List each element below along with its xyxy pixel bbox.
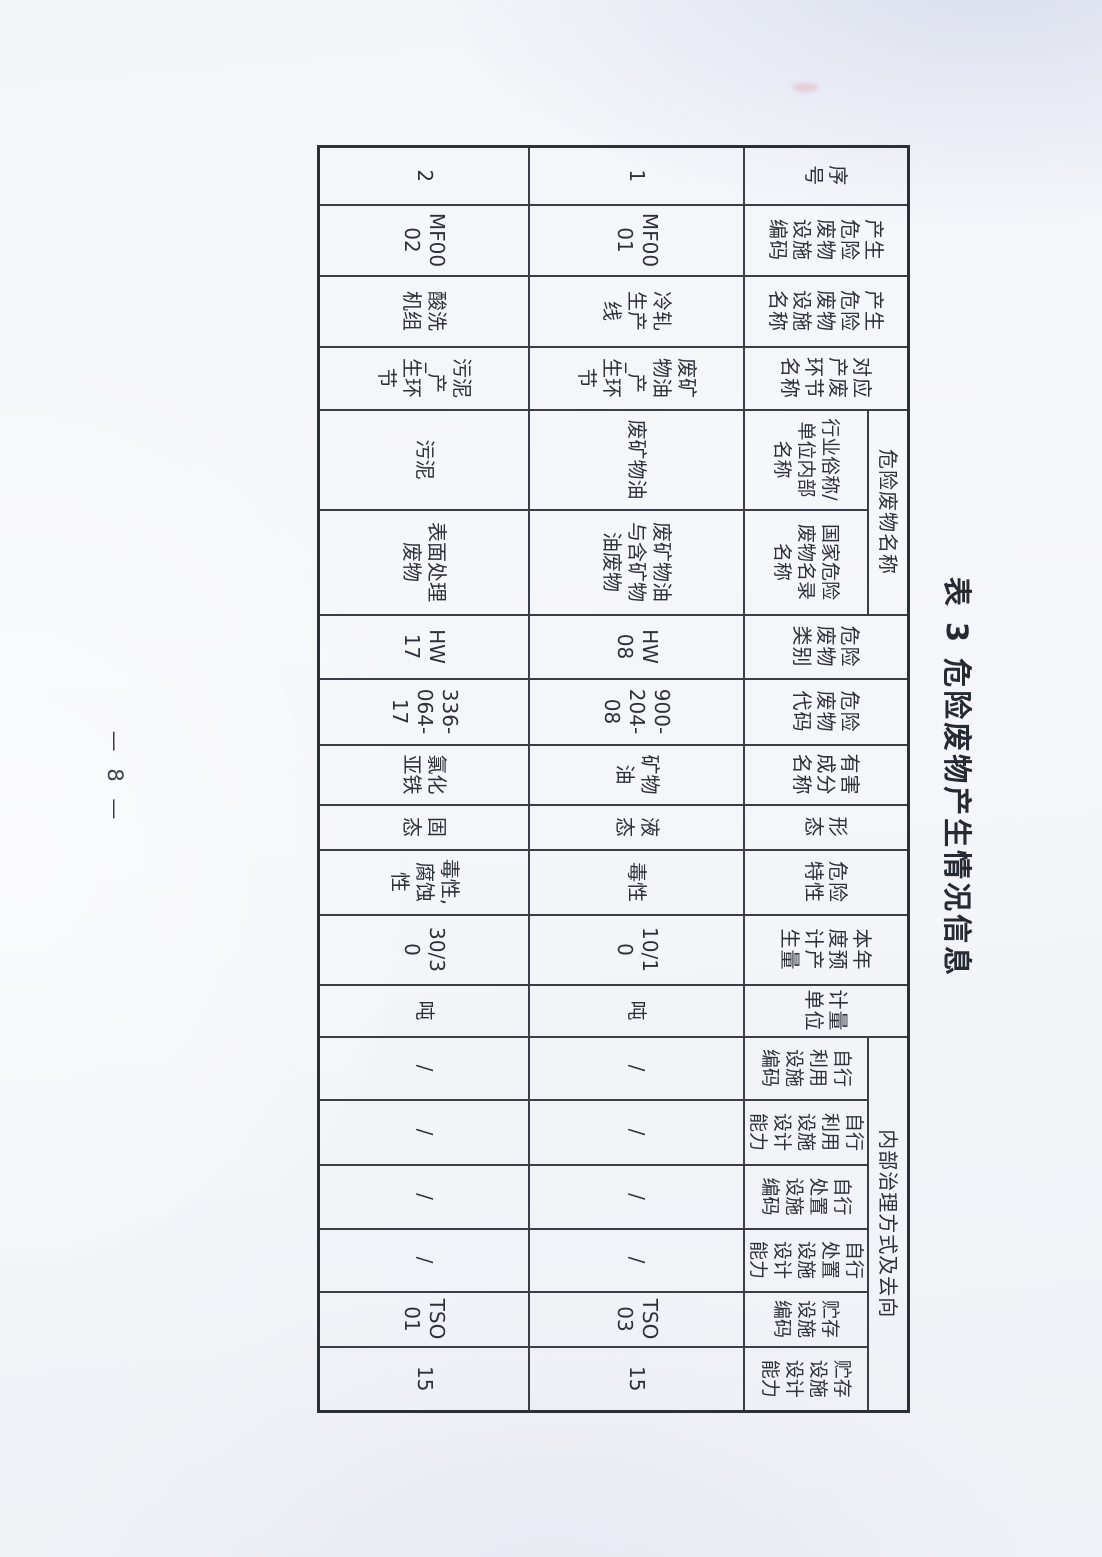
- table-header-group-row: 序 号 产生 危险 废物 设施 编码 产生 危险 废物 设施 名称 对应 产废 …: [744, 146, 909, 1412]
- data-cell: /: [318, 1036, 530, 1100]
- data-cell: /: [318, 1164, 530, 1229]
- data-cell: /: [318, 1228, 530, 1292]
- data-cell: /: [529, 1164, 745, 1229]
- header-group-internal-treatment: 内部治理方式及去向: [868, 1036, 909, 1412]
- hazardous-waste-table: 序 号 产生 危险 废物 设施 编码 产生 危险 废物 设施 名称 对应 产废 …: [317, 145, 910, 1414]
- data-cell: 废矿物油: [529, 409, 745, 510]
- data-cell: HW 08: [529, 614, 745, 679]
- header-group-waste-name: 危险废物名称: [868, 409, 909, 615]
- data-cell: 吨: [529, 984, 745, 1037]
- header-measurement-unit: 计量 单位: [744, 984, 909, 1037]
- data-cell: /: [529, 1099, 745, 1165]
- data-cell: 毒性: [529, 849, 745, 915]
- table-row: 1 MF00 01 冷轧 生产 线 废矿 物油 _产 生环 节 废矿物油 废矿物…: [529, 146, 745, 1412]
- data-cell: /: [529, 1228, 745, 1292]
- header-annual-estimated-output: 本年 度预 计产 生量: [744, 914, 909, 985]
- header-industry-common-name: 行业俗称/ 单位内部 名称: [744, 409, 869, 510]
- data-cell: 336- 064- 17: [318, 678, 530, 745]
- header-hazard-characteristic: 危险 特性: [744, 849, 909, 915]
- data-cell: 氯化 亚铁: [318, 744, 530, 805]
- scan-artifact-speck: [792, 83, 818, 92]
- data-cell: 15: [318, 1346, 530, 1412]
- table-row: 2 MF00 02 酸洗 机组 污泥 _产 生环 节 污泥 表面处理 废物 HW…: [318, 146, 530, 1412]
- header-storage-design-capacity: 贮存 设施 设计 能力: [744, 1346, 869, 1412]
- data-cell: 冷轧 生产 线: [529, 275, 745, 347]
- data-cell: TSO 03: [529, 1291, 745, 1347]
- data-cell: 酸洗 机组: [318, 275, 530, 347]
- data-cell: 900- 204- 08: [529, 678, 745, 745]
- page-number: — 8 —: [103, 730, 127, 825]
- data-cell: 废矿物油 与含矿物 油废物: [529, 509, 745, 615]
- data-cell: HW 17: [318, 614, 530, 679]
- header-generating-facility-name: 产生 危险 废物 设施 名称: [744, 275, 909, 347]
- data-cell: 表面处理 废物: [318, 509, 530, 615]
- data-cell: /: [318, 1099, 530, 1165]
- header-harmful-component-name: 有害 成分 名称: [744, 744, 909, 805]
- data-cell: 矿物 油: [529, 744, 745, 805]
- data-cell: 固 态: [318, 804, 530, 850]
- header-self-utilization-design-capacity: 自行 利用 设施 设计 能力: [744, 1099, 869, 1165]
- data-cell: TSO 01: [318, 1291, 530, 1347]
- data-cell: 液 态: [529, 804, 745, 850]
- header-self-disposal-facility-code: 自行 处置 设施 编码: [744, 1164, 869, 1229]
- data-cell: 15: [529, 1346, 745, 1412]
- data-cell: 污泥 _产 生环 节: [318, 346, 530, 410]
- data-cell: 吨: [318, 984, 530, 1037]
- header-generating-facility-code: 产生 危险 废物 设施 编码: [744, 204, 909, 276]
- data-cell: MF00 01: [529, 204, 745, 276]
- data-cell: 污泥: [318, 409, 530, 510]
- header-waste-code: 危险 废物 代码: [744, 678, 909, 745]
- header-self-disposal-design-capacity: 自行 处置 设施 设计 能力: [744, 1228, 869, 1292]
- header-storage-facility-code: 贮存 设施 编码: [744, 1291, 869, 1347]
- header-national-catalog-name: 国家危险 废物名录 名称: [744, 509, 869, 615]
- data-cell: 2: [318, 146, 530, 205]
- data-cell: 1: [529, 146, 745, 205]
- header-serial-number: 序 号: [744, 146, 909, 205]
- data-cell: /: [529, 1036, 745, 1100]
- data-cell: MF00 02: [318, 204, 530, 276]
- header-self-utilization-facility-code: 自行 利用 设施 编码: [744, 1036, 869, 1100]
- header-physical-form: 形 态: [744, 804, 909, 850]
- data-cell: 10/1 0: [529, 914, 745, 985]
- table-title: 表 3 危险废物产生情况信息: [940, 576, 974, 979]
- data-cell: 毒性, 腐蚀 性: [318, 849, 530, 915]
- header-waste-producing-process-name: 对应 产废 环节 名称: [744, 346, 909, 410]
- data-cell: 废矿 物油 _产 生环 节: [529, 346, 745, 410]
- header-waste-category: 危险 废物 类别: [744, 614, 909, 679]
- data-cell: 30/3 0: [318, 914, 530, 985]
